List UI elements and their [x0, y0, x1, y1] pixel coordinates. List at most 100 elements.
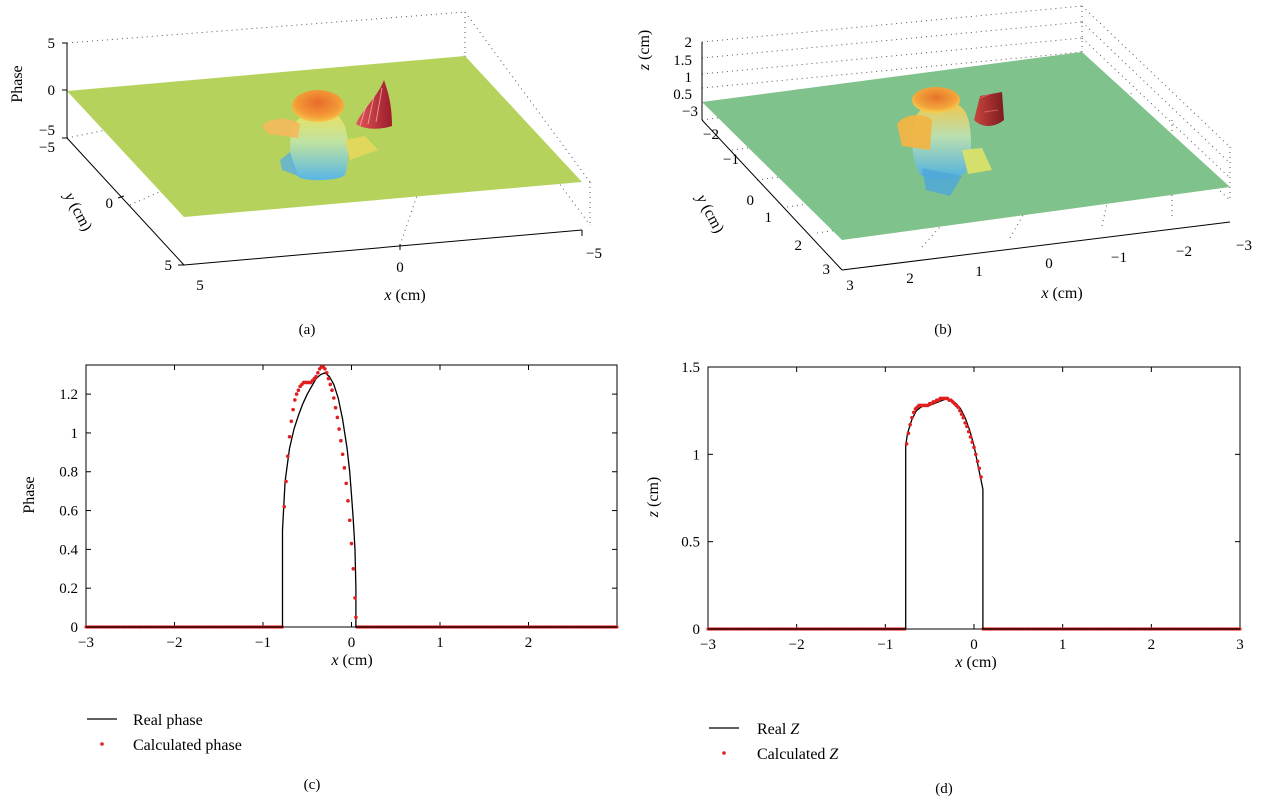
d-calc-point-37	[970, 440, 975, 444]
chart-c-legend-dot-swatch	[100, 742, 104, 746]
d-calc-point-41	[977, 466, 982, 471]
chart-b-xlabel-var: x	[1040, 285, 1048, 302]
c-calc-point-25	[326, 376, 331, 381]
panel-b: 2 1.5 1 0.5 −3 −2 −1 0 1 2 3 3 2 1 0 −1 …	[632, 0, 1265, 345]
chart-b-zlabel-unit: (cm)	[636, 30, 653, 64]
chart-c-legend-calc: Calculated phase	[133, 737, 242, 754]
c-calc-point-31	[337, 427, 341, 431]
d-calc-point-31	[959, 412, 964, 416]
chart-b-object	[897, 87, 1004, 196]
c-calc-point-8	[296, 388, 301, 393]
chart-a-xlabel-var: x	[383, 287, 391, 304]
chart-b-xtick-6: −3	[1236, 238, 1252, 254]
chart-d-legend-real: Real Z	[757, 721, 800, 738]
panel-d: −3 −2 −1 0 1 2 3 0 0.5 1 1.5 x (cm) z (cm) Real Z…	[632, 345, 1265, 803]
panel-a: 5 0 −5 −5 0 5 5 0 −5 Phase y (cm) x (cm)…	[0, 0, 632, 345]
d-calc-point-1	[906, 431, 911, 436]
chart-c-legend-real: Real phase	[133, 712, 203, 729]
chart-a-axes	[62, 42, 583, 266]
c-ytick-label-2: 0.4	[59, 542, 78, 558]
chart-b-xtick-3: 0	[1045, 256, 1053, 272]
chart-b-xtick-5: −2	[1176, 244, 1192, 260]
chart-a-object	[262, 80, 392, 181]
chart-b-xlabel-unit: (cm)	[1048, 285, 1082, 302]
c-calc-point-18	[314, 374, 318, 379]
chart-a-xlabel: x (cm)	[383, 287, 425, 304]
c-calc-point-33	[340, 452, 345, 457]
d-real-line	[708, 397, 1240, 630]
c-calc-point-7	[294, 392, 299, 396]
chart-c-xlabel-var: x	[330, 652, 338, 669]
d-calc-point-33	[963, 421, 967, 425]
chart-d-legend-calc-var: Z	[829, 746, 839, 763]
chart-a-ylabel-unit: (cm)	[64, 196, 95, 234]
c-xtick-label-4: 1	[436, 635, 444, 651]
chart-b-ylabel: y (cm)	[692, 190, 727, 236]
panel-c: −3 −2 −1 0 1 2 0 0.2 0.4 0.6 0.8 1 1.2 x (cm) Phase…	[0, 345, 632, 803]
chart-d-legend-dot-swatch	[722, 751, 726, 755]
chart-c-xticks: −3 −2 −1 0 1 2	[78, 365, 532, 651]
d-xtick-label-6: 3	[1236, 637, 1244, 653]
c-calc-point-34	[342, 466, 347, 470]
chart-b-zlabel-var: z	[636, 63, 653, 71]
chart-d-plot-frame	[707, 366, 1241, 630]
chart-b-ztick-1: 1.5	[673, 53, 692, 69]
c-ytick-label-6: 1.2	[59, 387, 78, 403]
chart-a-ztick-2: −5	[39, 123, 55, 139]
d-calc-point-39	[973, 452, 978, 457]
caption-c: (c)	[304, 777, 321, 793]
c-ytick-label-4: 0.8	[59, 465, 78, 481]
chart-a-xtick-1: 0	[396, 260, 404, 276]
d-calc-point-35	[966, 429, 971, 434]
c-calc-point-1	[284, 479, 288, 484]
chart-d-series	[706, 396, 1242, 631]
d-calc-baseline-point	[1238, 627, 1242, 631]
c-calc-point-35	[344, 481, 348, 486]
d-calc-point-30	[958, 408, 962, 413]
chart-d-ylabel-unit: (cm)	[645, 477, 662, 511]
c-calc-point-28	[332, 396, 336, 400]
chart-a-ztick-0: 5	[48, 36, 56, 52]
c-calc-point-19	[316, 370, 320, 375]
chart-d-legend-real-var: Z	[790, 721, 800, 738]
chart-c-legend: Real phase Calculated phase	[87, 712, 242, 754]
c-calc-point-27	[330, 388, 334, 393]
chart-c-svg: −3 −2 −1 0 1 2 0 0.2 0.4 0.6 0.8 1 1.2 x (cm) Phase…	[21, 364, 619, 793]
chart-b-xtick-1: 2	[906, 271, 914, 287]
d-xtick-label-5: 2	[1148, 637, 1156, 653]
c-calc-point-24	[324, 370, 329, 375]
chart-b-xtick-4: −1	[1111, 250, 1127, 266]
chart-d-ylabel: z (cm)	[645, 477, 662, 518]
d-calc-point-40	[975, 459, 980, 464]
chart-a-xtick-0: 5	[196, 278, 204, 294]
d-ytick-label-3: 1.5	[681, 360, 700, 376]
d-xtick-label-1: −2	[789, 637, 805, 653]
chart-a-zlabel: Phase	[9, 65, 26, 102]
chart-d-legend-real-prefix: Real	[757, 721, 790, 738]
c-calc-point-6	[293, 398, 297, 402]
c-calc-point-39	[351, 566, 356, 571]
chart-c-series	[84, 365, 619, 629]
chart-d-xlabel: x (cm)	[954, 654, 996, 671]
d-calc-point-2	[908, 422, 912, 427]
chart-a-ylabel: y (cm)	[60, 188, 95, 234]
c-calc-point-2	[285, 454, 290, 459]
chart-b-ztick-2: 1	[685, 70, 693, 86]
d-xtick-label-0: −3	[700, 637, 716, 653]
chart-b-ytick-6: 3	[823, 262, 831, 278]
chart-b-ytick-4: 1	[765, 210, 773, 226]
d-xtick-label-3: 0	[970, 637, 978, 653]
chart-c-yticks: 0 0.2 0.4 0.6 0.8 1 1.2	[59, 387, 617, 636]
c-calc-point-38	[349, 541, 354, 546]
c-calc-point-23	[323, 367, 327, 371]
caption-a: (a)	[299, 322, 316, 338]
c-ytick-label-0: 0	[71, 620, 79, 636]
d-calc-point-42	[979, 475, 983, 479]
c-calc-point-41	[354, 615, 358, 620]
c-real-line	[86, 372, 617, 628]
chart-b-ytick-1: −2	[703, 127, 719, 143]
chart-b-ztick-3: 0.5	[673, 87, 692, 103]
c-calc-point-5	[291, 407, 295, 412]
c-xtick-label-5: 2	[525, 635, 533, 651]
chart-b-ytick-0: −3	[682, 104, 698, 120]
